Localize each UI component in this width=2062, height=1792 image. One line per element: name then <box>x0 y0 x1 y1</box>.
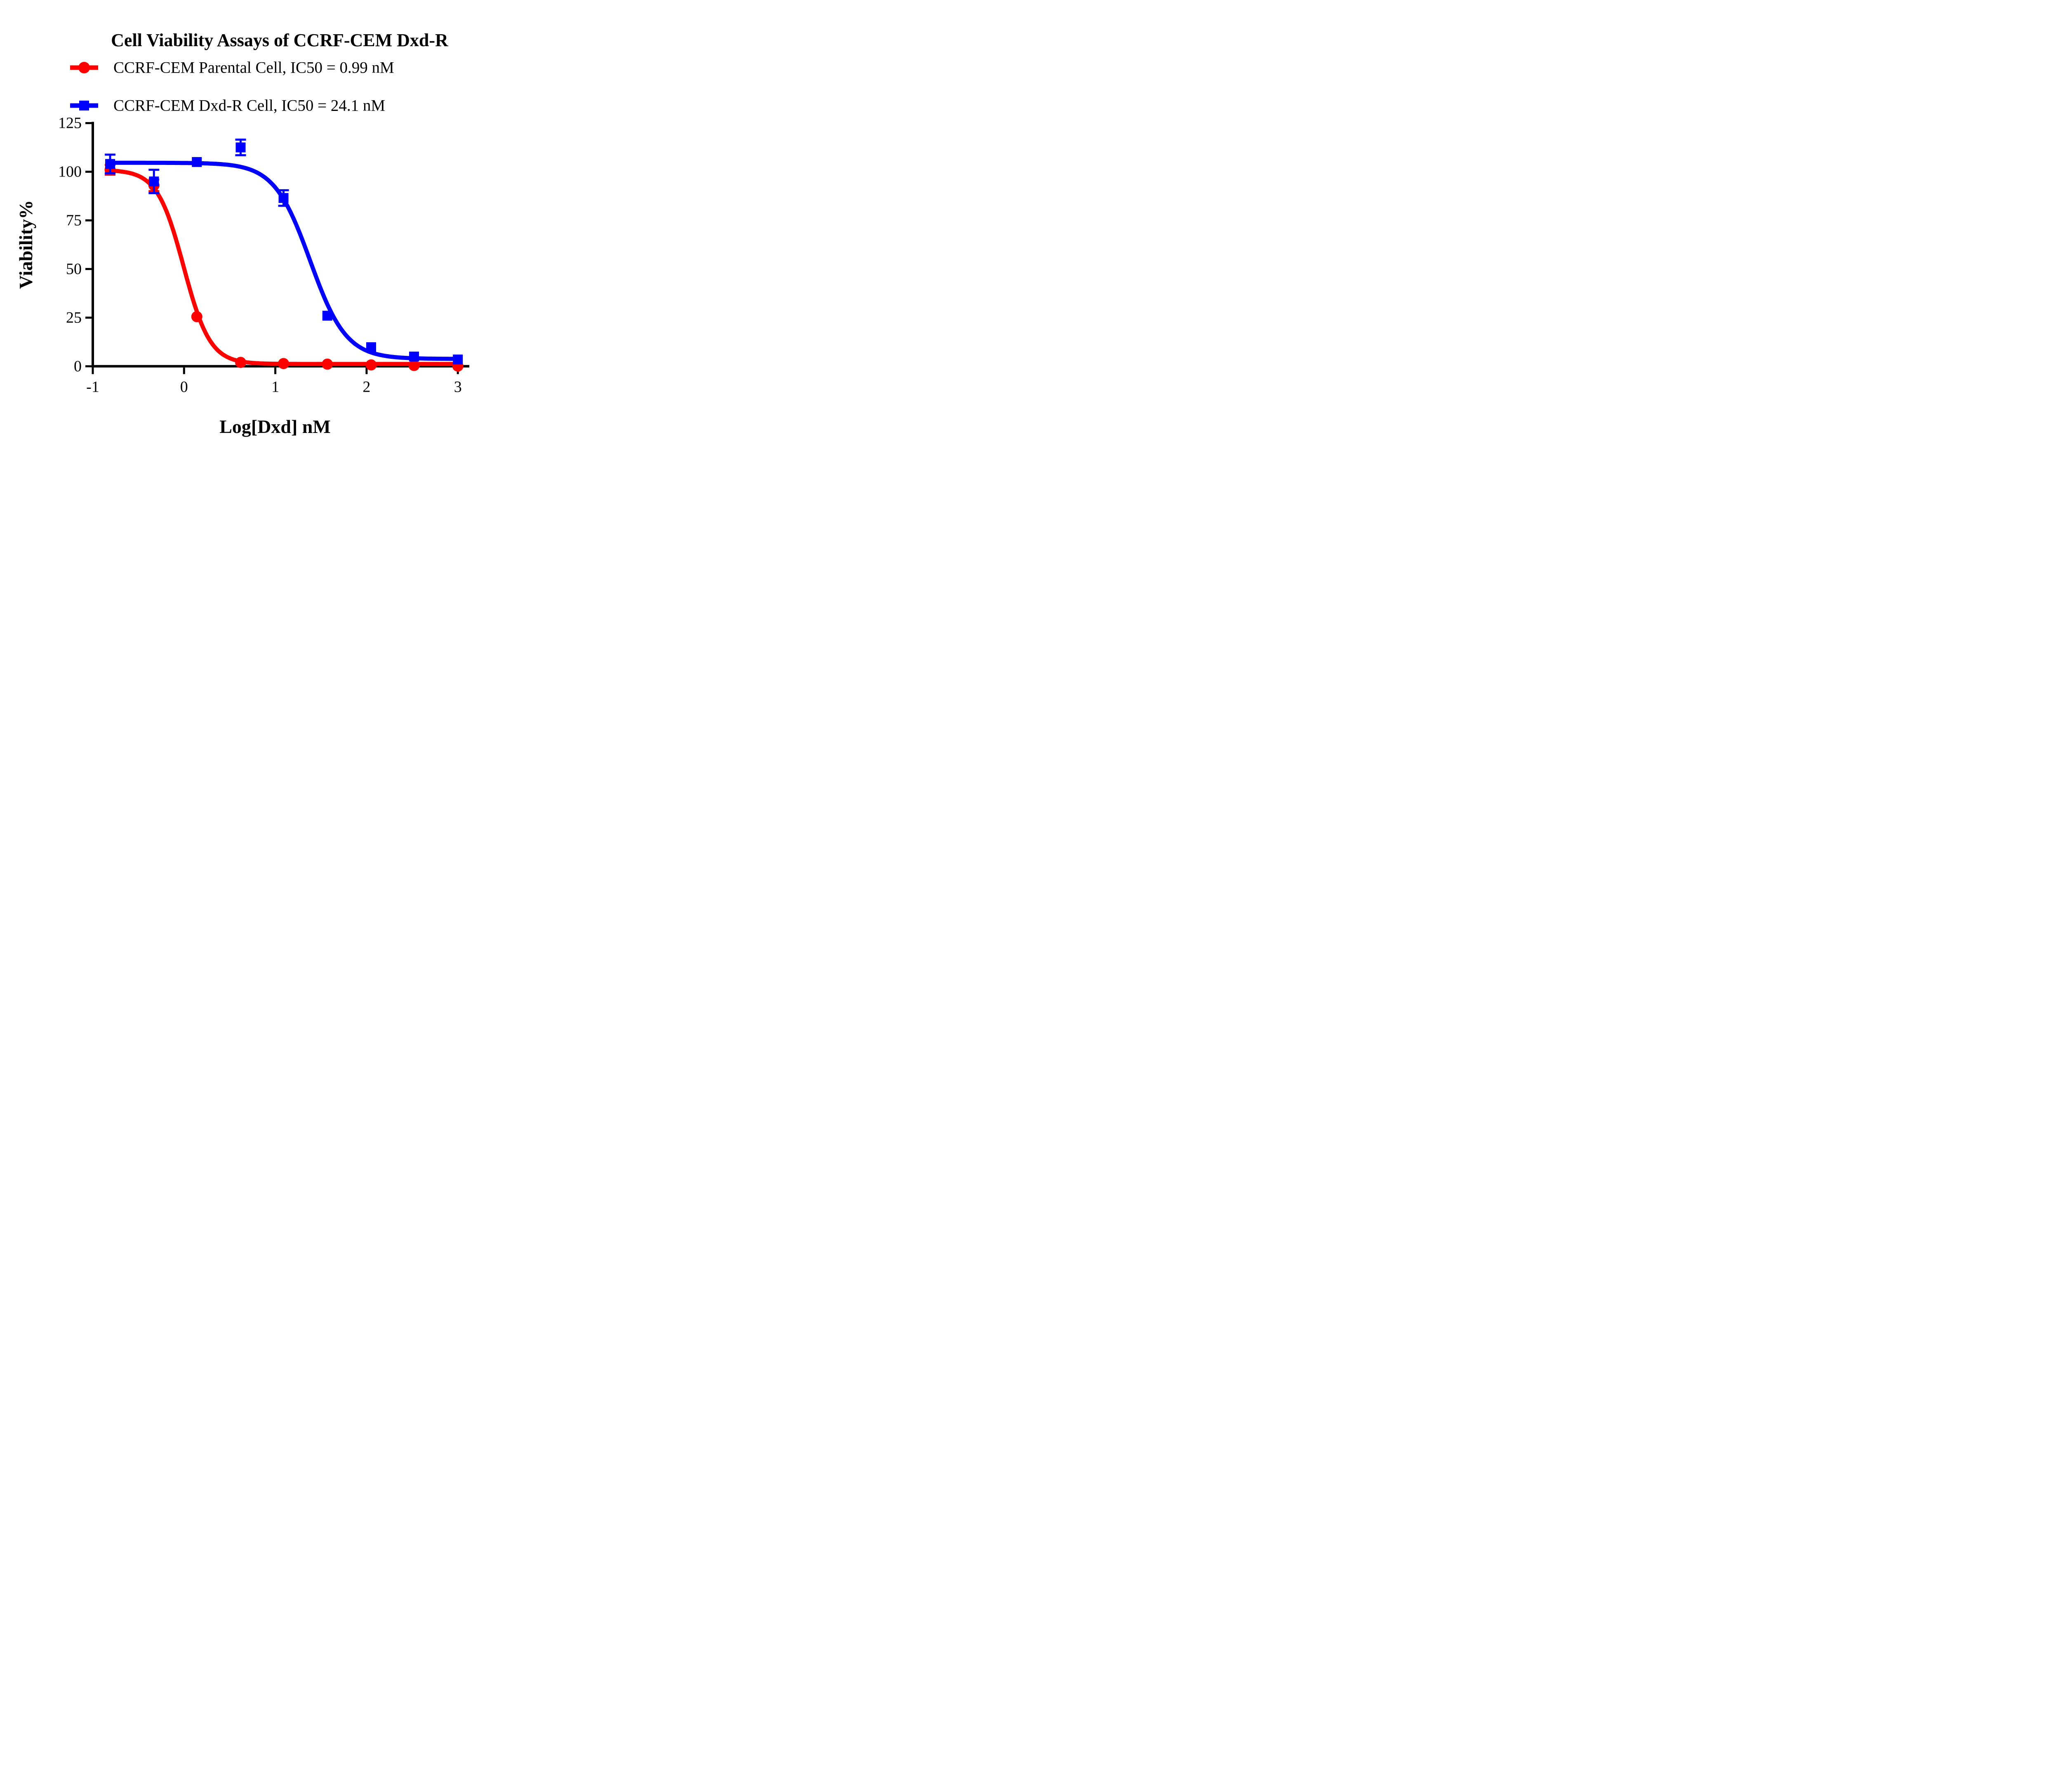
chart-canvas: Cell Viability Assays of CCRF-CEM Dxd-R … <box>15 30 469 437</box>
y-tick-label: 75 <box>66 212 82 229</box>
data-point-square <box>453 354 463 365</box>
legend: CCRF-CEM Parental Cell, IC50 = 0.99 nM C… <box>70 59 394 115</box>
data-point-circle <box>365 359 377 371</box>
data-point-circle <box>408 360 420 371</box>
chart-title: Cell Viability Assays of CCRF-CEM Dxd-R <box>111 30 449 50</box>
data-point-square <box>322 310 332 321</box>
x-axis-title: Log[Dxd] nM <box>219 416 331 437</box>
data-point-square <box>235 142 246 153</box>
data-point-square <box>105 159 115 169</box>
x-tick-label: 0 <box>180 378 188 395</box>
legend-label-parental: CCRF-CEM Parental Cell, IC50 = 0.99 nM <box>113 59 394 77</box>
legend-circle-marker <box>78 62 90 73</box>
legend-item-dxdr: CCRF-CEM Dxd-R Cell, IC50 = 24.1 nM <box>70 97 385 115</box>
data-point-square <box>192 157 202 167</box>
data-point-circle <box>278 358 290 369</box>
y-tick-label: 100 <box>58 163 82 181</box>
y-tick-label: 125 <box>58 115 82 132</box>
data-point-circle <box>322 358 333 370</box>
data-point-square <box>366 342 376 353</box>
y-axis-title: Viability% <box>15 200 36 289</box>
x-tick-label: 3 <box>454 378 462 395</box>
data-point-square <box>149 176 159 187</box>
data-point-square <box>409 351 419 362</box>
dose-response-figure: Cell Viability Assays of CCRF-CEM Dxd-R … <box>0 0 517 448</box>
x-tick-label: -1 <box>86 378 99 395</box>
legend-item-parental: CCRF-CEM Parental Cell, IC50 = 0.99 nM <box>70 59 394 77</box>
legend-label-dxdr: CCRF-CEM Dxd-R Cell, IC50 = 24.1 nM <box>113 97 385 115</box>
data-point-circle <box>191 311 202 322</box>
y-tick-label: 0 <box>74 357 82 375</box>
y-tick-label: 50 <box>66 260 82 278</box>
y-tick-label: 25 <box>66 309 82 326</box>
legend-square-marker <box>79 101 89 111</box>
data-point-circle <box>235 357 247 368</box>
x-tick-label: 2 <box>362 378 370 395</box>
data-point-square <box>278 193 289 203</box>
x-tick-label: 1 <box>271 378 279 395</box>
